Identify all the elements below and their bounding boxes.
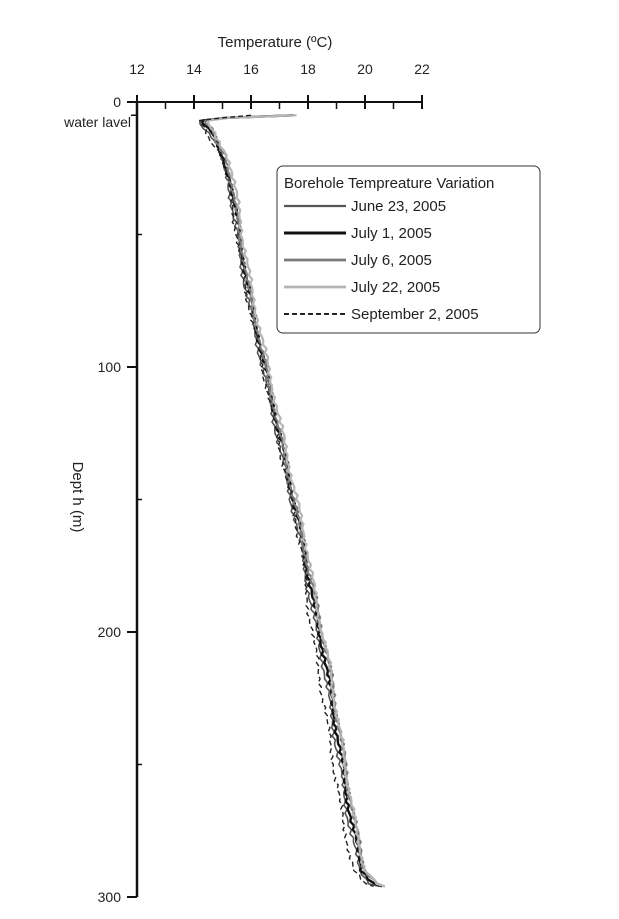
x-ticks: 12 14 16 18 20 22	[129, 61, 430, 109]
x-tick-label-22: 22	[414, 61, 430, 77]
x-tick-label-16: 16	[243, 61, 259, 77]
y-ticks: 0 100 200 300	[98, 94, 142, 905]
x-tick-label-12: 12	[129, 61, 145, 77]
series-layer	[198, 114, 386, 888]
legend-entries: June 23, 2005 July 1, 2005 July 6, 2005 Jul…	[284, 198, 479, 323]
legend: Borehole Tempreature Variation June 23, …	[276, 165, 541, 334]
legend-label-2: July 1, 2005	[351, 225, 432, 242]
legend-label-1: June 23, 2005	[351, 198, 446, 215]
legend-label-5: September 2, 2005	[351, 306, 479, 323]
water-level-annotation: water lavel	[63, 114, 131, 130]
y-axis-title: Dept h (m)	[69, 462, 86, 533]
legend-title: Borehole Tempreature Variation	[284, 175, 494, 192]
legend-box	[276, 165, 541, 334]
y-tick-label-0: 0	[113, 94, 121, 110]
x-axis-title: Temperature (ºC)	[218, 34, 333, 51]
legend-label-4: July 22, 2005	[351, 279, 440, 296]
series-line-4	[207, 114, 386, 888]
x-tick-label-20: 20	[357, 61, 373, 77]
y-tick-label-300: 300	[98, 889, 122, 905]
y-tick-label-100: 100	[98, 359, 122, 375]
legend-label-3: July 6, 2005	[351, 252, 432, 269]
y-tick-label-200: 200	[98, 624, 122, 640]
x-tick-label-14: 14	[186, 61, 202, 77]
x-tick-label-18: 18	[300, 61, 316, 77]
series-line-5	[199, 114, 374, 888]
